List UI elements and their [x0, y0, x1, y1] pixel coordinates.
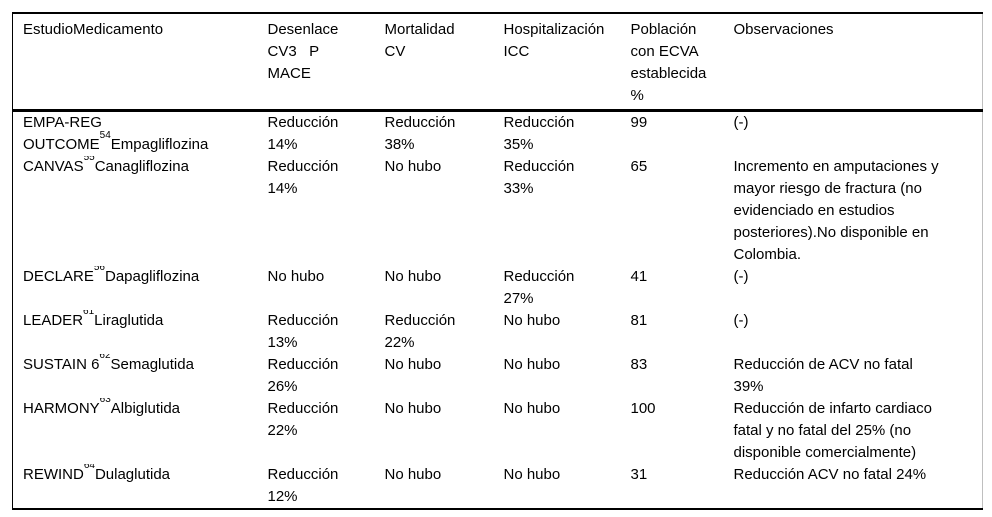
column-header-estudio-medicamento: EstudioMedicamento: [23, 21, 164, 38]
cell-mortalidad-cv: No hubo: [384, 466, 442, 483]
reference-superscript: 63: [99, 398, 111, 405]
cell-mortalidad-cv: No hubo: [384, 158, 442, 175]
cell-estudio-medicamento: HARMONY63Albiglutida: [13, 398, 258, 464]
cell-mortalidad-cv: Reducción 22%: [384, 312, 456, 351]
cell-hospitalizacion-icc: Reducción 33%: [503, 158, 575, 197]
cell-mortalidad-cv: Reducción 38%: [384, 114, 456, 153]
cell-desenlace-mace: Reducción 14%: [267, 158, 339, 197]
cell-desenlace-mace: Reducción 22%: [267, 400, 339, 439]
cell-observaciones: (-): [733, 312, 749, 329]
reference-superscript: 64: [83, 464, 95, 471]
cell-hospitalizacion-icc: No hubo: [503, 356, 561, 373]
drug-name: Canagliflozina: [94, 158, 189, 175]
cell-hospitalizacion-icc: Reducción 27%: [503, 268, 575, 307]
study-name: HARMONY: [23, 400, 100, 417]
column-header-desenlace-mace: Desenlace CV3 P MACE: [267, 21, 339, 82]
reference-superscript: 62: [99, 354, 111, 361]
cv-outcomes-table: EstudioMedicamento Desenlace CV3 P MACE …: [12, 12, 983, 510]
table-row: DECLARE56Dapagliflozina No hubo No hubo …: [13, 266, 983, 310]
table-row: CANVAS55Canagliflozina Reducción 14% No …: [13, 156, 983, 266]
cell-observaciones: (-): [733, 114, 749, 131]
column-header-mortalidad-cv: Mortalidad CV: [384, 21, 455, 60]
drug-name: Dulaglutida: [94, 466, 171, 483]
table-row: HARMONY63Albiglutida Reducción 22% No hu…: [13, 398, 983, 464]
reference-superscript: 56: [93, 266, 105, 273]
cell-desenlace-mace: Reducción 26%: [267, 356, 339, 395]
cell-poblacion-ecva: 65: [630, 158, 648, 175]
cell-poblacion-ecva: 31: [630, 466, 648, 483]
cell-mortalidad-cv: No hubo: [384, 356, 442, 373]
cell-observaciones: Reducción de ACV no fatal 39%: [733, 356, 913, 395]
cell-estudio-medicamento: LEADER61Liraglutida: [13, 310, 258, 354]
cell-observaciones: Reducción de infarto cardiaco fatal y no…: [733, 400, 932, 461]
column-header-poblacion-ecva: Población con ECVA establecida %: [630, 21, 707, 104]
cell-observaciones: Reducción ACV no fatal 24%: [733, 466, 927, 483]
document-table-container: EstudioMedicamento Desenlace CV3 P MACE …: [12, 12, 983, 510]
table-row: SUSTAIN 662Semaglutida Reducción 26% No …: [13, 354, 983, 398]
reference-superscript: 54: [99, 130, 111, 141]
cell-desenlace-mace: Reducción 12%: [267, 466, 339, 505]
study-name: SUSTAIN 6: [23, 356, 100, 373]
cell-poblacion-ecva: 81: [630, 312, 648, 329]
cell-hospitalizacion-icc: No hubo: [503, 400, 561, 417]
cell-mortalidad-cv: No hubo: [384, 268, 442, 285]
cell-observaciones: (-): [733, 268, 749, 285]
cell-desenlace-mace: Reducción 14%: [267, 114, 339, 153]
drug-name: Liraglutida: [94, 312, 164, 329]
column-header-hospitalizacion-icc: Hospitalización ICC: [503, 21, 605, 60]
study-name: EMPA-REG OUTCOME: [23, 114, 102, 153]
study-name: REWIND: [23, 466, 84, 483]
study-name: CANVAS: [23, 158, 84, 175]
cell-estudio-medicamento: REWIND64Dulaglutida: [13, 464, 258, 509]
drug-name: Albiglutida: [110, 400, 181, 417]
study-name: LEADER: [23, 312, 84, 329]
study-name: DECLARE: [23, 268, 94, 285]
cell-poblacion-ecva: 100: [630, 400, 656, 417]
cell-estudio-medicamento: SUSTAIN 662Semaglutida: [13, 354, 258, 398]
cell-mortalidad-cv: No hubo: [384, 400, 442, 417]
cell-poblacion-ecva: 99: [630, 114, 648, 131]
table-row: LEADER61Liraglutida Reducción 13% Reducc…: [13, 310, 983, 354]
cell-estudio-medicamento: CANVAS55Canagliflozina: [13, 156, 258, 266]
table-row: EMPA-REG OUTCOME54Empagliflozina Reducci…: [13, 111, 983, 157]
cell-observaciones: Incremento en amputaciones y mayor riesg…: [733, 158, 939, 263]
cell-poblacion-ecva: 41: [630, 268, 648, 285]
reference-superscript: 55: [83, 156, 95, 163]
cell-hospitalizacion-icc: Reducción 35%: [503, 114, 575, 153]
table-row: REWIND64Dulaglutida Reducción 12% No hub…: [13, 464, 983, 509]
header-row: EstudioMedicamento Desenlace CV3 P MACE …: [12, 13, 983, 111]
cell-desenlace-mace: No hubo: [267, 268, 325, 285]
drug-name: Semaglutida: [110, 356, 194, 373]
column-header-observaciones: Observaciones: [733, 21, 834, 38]
cell-desenlace-mace: Reducción 13%: [267, 312, 339, 351]
drug-name: Empagliflozina: [110, 136, 209, 153]
cell-estudio-medicamento: DECLARE56Dapagliflozina: [13, 266, 258, 310]
cell-hospitalizacion-icc: No hubo: [503, 312, 561, 329]
drug-name: Dapagliflozina: [104, 268, 200, 285]
cell-poblacion-ecva: 83: [630, 356, 648, 373]
cell-estudio-medicamento: EMPA-REG OUTCOME54Empagliflozina: [13, 111, 258, 157]
cell-hospitalizacion-icc: No hubo: [503, 466, 561, 483]
reference-superscript: 61: [83, 310, 95, 317]
